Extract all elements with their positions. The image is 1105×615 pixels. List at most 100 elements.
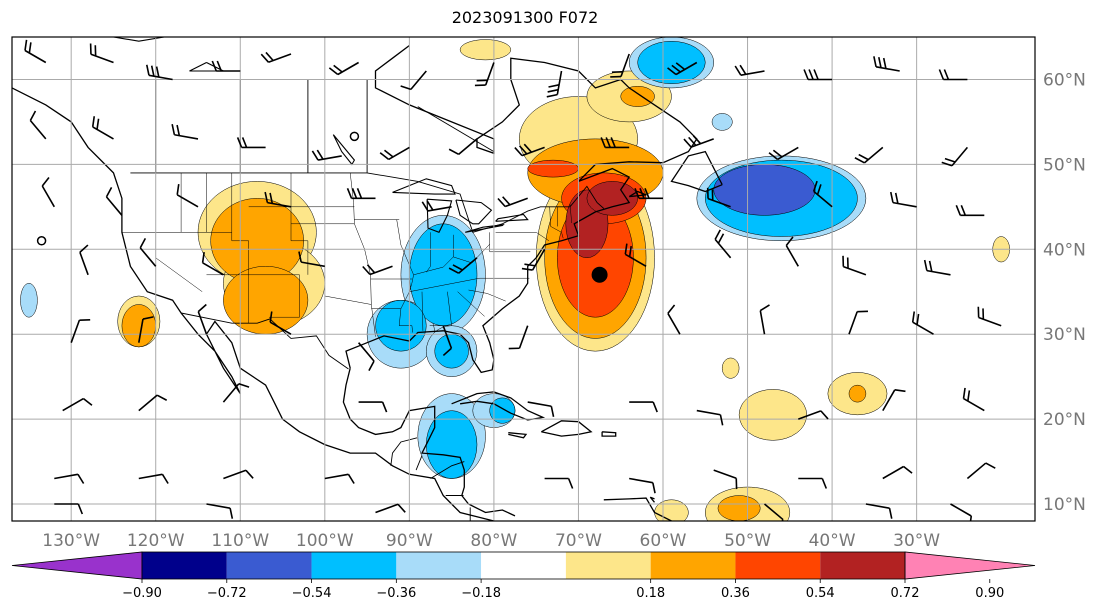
barb-feather: [105, 187, 113, 198]
barb-feather: [79, 319, 91, 321]
colorbar-tick-label: −0.54: [292, 586, 332, 601]
wind-barb: [848, 310, 868, 335]
barb-staff: [556, 70, 563, 95]
colorbar-tick-label: 0.90: [975, 586, 1004, 601]
barb-feather: [265, 51, 274, 62]
barb-feather: [813, 69, 819, 80]
barb-staff: [504, 197, 528, 208]
barb-feather: [858, 153, 869, 161]
barb-feather: [150, 65, 155, 77]
wind-barb: [785, 236, 799, 267]
barb-staff: [174, 133, 199, 140]
barb-feather: [671, 64, 681, 73]
barb-feather: [628, 246, 632, 257]
barb-staff: [667, 313, 681, 335]
barb-feather: [201, 252, 205, 263]
barb-feather: [346, 188, 353, 199]
barb-staff: [882, 389, 896, 412]
wind-barb: [379, 146, 410, 161]
state-border: [457, 291, 485, 317]
lake-outline: [113, 37, 165, 42]
barb-feather: [735, 478, 738, 490]
barb-staff: [531, 248, 546, 271]
barb-staff: [629, 477, 653, 484]
wind-barb: [222, 382, 250, 403]
wind-barb: [62, 397, 93, 412]
barb-staff: [707, 197, 731, 208]
barb-feather: [269, 311, 273, 323]
colorbar-tick-label: 0.36: [721, 586, 750, 601]
state-border: [409, 277, 530, 292]
barb-feather: [77, 473, 85, 484]
barb-staff: [269, 321, 292, 335]
barb-feather: [176, 124, 181, 136]
barb-staff: [62, 397, 84, 412]
wind-barb: [421, 200, 452, 212]
wind-barb: [667, 61, 698, 76]
barb-feather: [943, 69, 950, 80]
barb-staff: [527, 401, 552, 408]
barb-feather: [639, 188, 645, 199]
barb-feather: [523, 143, 533, 153]
barb-staff: [978, 316, 1002, 327]
barb-feather: [155, 66, 160, 78]
barb-staff: [148, 74, 173, 81]
barb-staff: [865, 503, 890, 509]
lon-label: 90°W: [386, 531, 433, 551]
colorbar-swatch: [650, 552, 736, 579]
wind-barb: [375, 503, 406, 514]
barb-staff: [105, 196, 123, 216]
barb-feather: [759, 304, 770, 312]
wind-barb: [544, 477, 574, 489]
barb-feather: [77, 503, 84, 515]
barb-staff: [458, 138, 478, 155]
wind-barb: [89, 43, 114, 64]
coastline: [451, 391, 546, 421]
barb-feather: [785, 236, 794, 247]
barb-feather: [474, 84, 486, 87]
barb-feather: [229, 508, 234, 519]
barb-feather: [211, 60, 218, 72]
wind-barb: [357, 342, 375, 371]
barb-feather: [967, 390, 971, 402]
colorbar-swatch: [735, 552, 821, 579]
barb-feather: [514, 147, 523, 157]
barb-staff: [369, 265, 393, 276]
wind-barb: [264, 191, 292, 208]
barb-staff: [518, 325, 529, 349]
barb-feather: [550, 406, 555, 417]
barb-staff: [268, 53, 292, 63]
barb-feather: [820, 410, 829, 420]
wind-barb: [29, 110, 47, 140]
barb-feather: [768, 152, 779, 161]
barb-feather: [882, 57, 887, 69]
barb-staff: [740, 70, 765, 76]
barb-staff: [912, 321, 934, 335]
wind-barb: [497, 196, 528, 208]
wind-barb: [54, 503, 84, 515]
wind-barb: [201, 252, 224, 276]
wind-barb: [79, 244, 89, 276]
country-border: [415, 455, 423, 471]
wind-barb: [911, 311, 934, 335]
state-border: [426, 232, 431, 273]
map-area: [12, 37, 1035, 521]
lon-label: 110°W: [211, 531, 269, 551]
storm-center-dot: [591, 266, 608, 283]
barb-staff: [90, 53, 114, 64]
barb-feather: [362, 265, 371, 276]
barb-feather: [366, 264, 376, 274]
lon-label: 40°W: [809, 531, 856, 551]
barb-staff: [70, 319, 81, 343]
coastline: [508, 432, 528, 439]
barb-feather: [171, 124, 176, 135]
contour-neg2: [426, 410, 478, 479]
barb-feather: [982, 308, 985, 320]
barb-staff: [759, 310, 766, 335]
barb-feather: [328, 67, 339, 76]
wind-barb: [955, 205, 985, 217]
wind-barb: [865, 503, 893, 519]
wind-barb: [941, 146, 969, 167]
barb-feather: [161, 473, 169, 484]
